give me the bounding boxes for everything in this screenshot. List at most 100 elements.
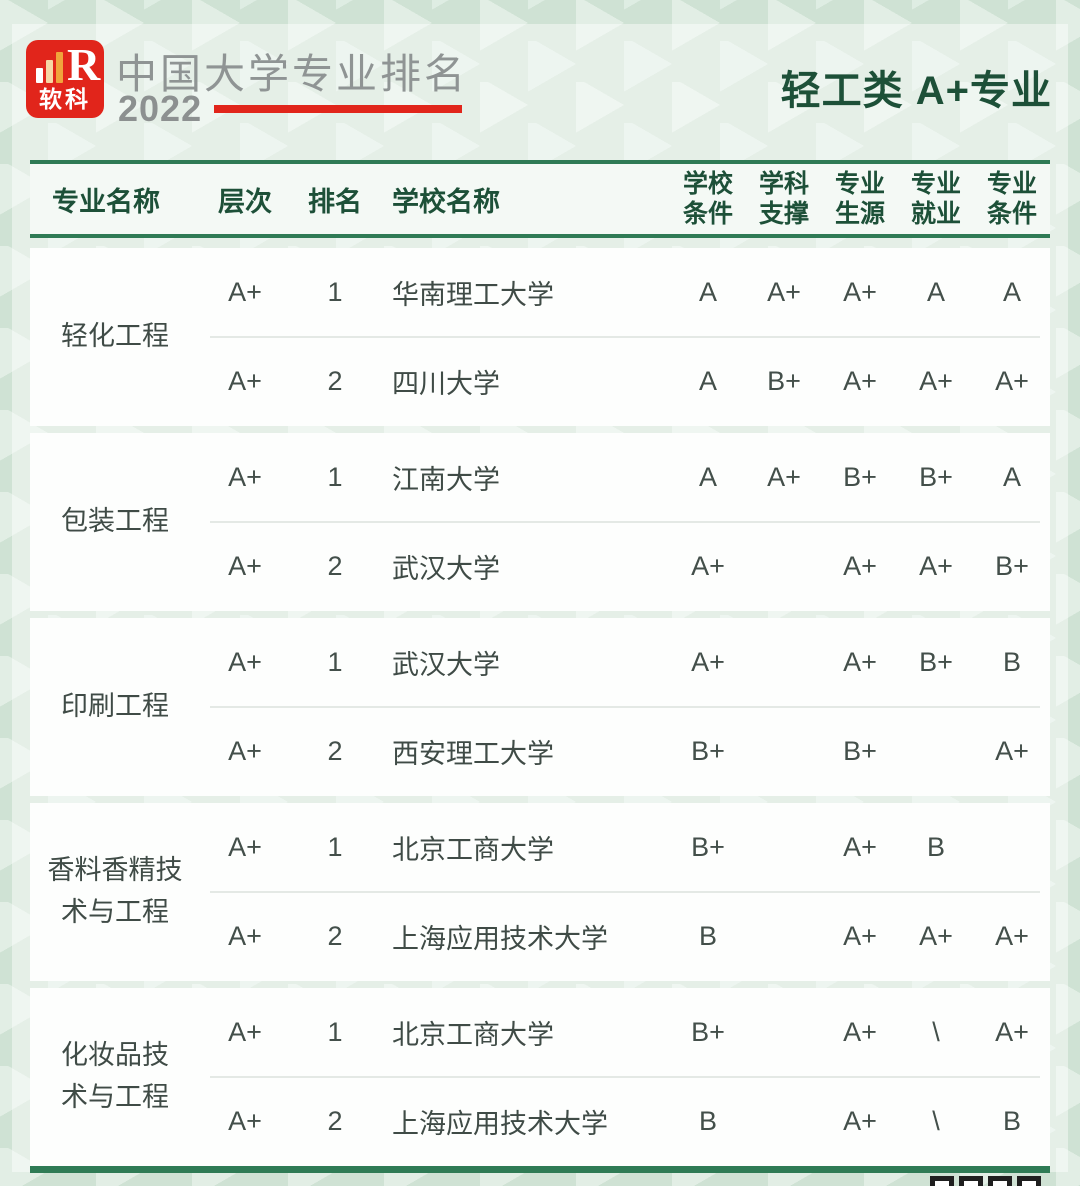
school-name-cell: 江南大学 bbox=[392, 465, 500, 495]
logo-r-letter: R bbox=[67, 39, 101, 90]
grade-cell-3: A bbox=[926, 277, 945, 307]
grade-cell-2: A+ bbox=[843, 1106, 877, 1136]
grade-header-line1: 专业 bbox=[986, 170, 1037, 198]
major-group-card: 轻化工程 A+ 1 华南理工大学 A A+ A+ A A A+ 2 四川大学 A B+ A+ A+ A+ bbox=[30, 248, 1050, 426]
level-cell: A+ bbox=[228, 647, 262, 677]
grade-header-line2: 生源 bbox=[834, 200, 885, 228]
table-row: A+ 2 上海应用技术大学 B A+ \ B bbox=[200, 1077, 1050, 1166]
school-name-cell: 上海应用技术大学 bbox=[392, 1109, 608, 1139]
page-title: 中国大学专业排名 bbox=[116, 51, 468, 97]
grade-cell-0: B bbox=[698, 1106, 717, 1136]
grade-cell-1: B+ bbox=[767, 366, 801, 396]
grade-cell-1: A+ bbox=[767, 277, 801, 307]
major-name: 印刷工程 bbox=[61, 691, 169, 722]
school-name-cell: 上海应用技术大学 bbox=[392, 924, 608, 954]
table-row: A+ 1 江南大学 A A+ B+ B+ A bbox=[200, 433, 1050, 522]
rank-cell: 1 bbox=[327, 1017, 343, 1047]
grade-cell-3: A+ bbox=[919, 551, 953, 581]
grade-cell-0: A bbox=[698, 277, 717, 307]
table-row: A+ 1 华南理工大学 A A+ A+ A A bbox=[200, 248, 1050, 337]
rank-cell: 2 bbox=[327, 366, 343, 396]
rank-cell: 2 bbox=[327, 551, 343, 581]
school-name-cell: 华南理工大学 bbox=[392, 280, 554, 310]
school-name-cell: 北京工商大学 bbox=[392, 835, 554, 865]
table-body: 轻化工程 A+ 1 华南理工大学 A A+ A+ A A A+ 2 四川大学 A B+ A+ A+ A+ 包装工程… bbox=[30, 248, 1050, 1166]
rank-cell: 2 bbox=[327, 1106, 343, 1136]
grade-cell-2: A+ bbox=[843, 366, 877, 396]
grade-column-header-4: 专业 条件 bbox=[974, 169, 1050, 229]
row-divider bbox=[210, 336, 1040, 338]
grade-cell-2: A+ bbox=[843, 647, 877, 677]
major-name: 化妆品技术与工程 bbox=[61, 1040, 169, 1112]
grade-cell-0: A bbox=[698, 366, 717, 396]
level-cell: A+ bbox=[228, 1106, 262, 1136]
red-divider-line bbox=[214, 105, 463, 113]
grade-cell-4: B+ bbox=[995, 551, 1029, 581]
grade-header-line1: 专业 bbox=[834, 170, 885, 198]
grade-cell-1: A+ bbox=[767, 462, 801, 492]
major-group-card: 印刷工程 A+ 1 武汉大学 A+ A+ B+ B A+ 2 西安理工大学 B+ B+ A+ bbox=[30, 618, 1050, 796]
category-title: 轻工类 A+专业 bbox=[780, 69, 1052, 113]
ranking-table: 专业名称 层次 排名 学校名称 学校 条件 学科 支撑 专业 生源 专业 就业 专业 条件 轻化工程 A+ 1… bbox=[30, 160, 1050, 1173]
grade-cell-0: B+ bbox=[691, 832, 725, 862]
grade-header-line1: 学科 bbox=[758, 170, 809, 198]
row-divider bbox=[210, 706, 1040, 708]
grade-cell-0: B+ bbox=[691, 1017, 725, 1047]
year-label: 2022 bbox=[118, 88, 203, 129]
column-header-3: 学校名称 bbox=[392, 186, 500, 217]
major-group-card: 化妆品技术与工程 A+ 1 北京工商大学 B+ A+ \ A+ A+ 2 上海应用技术大学 B A+ \ B bbox=[30, 988, 1050, 1166]
grade-header-line2: 就业 bbox=[910, 200, 961, 228]
watermark-glyph bbox=[959, 1176, 983, 1186]
rank-cell: 1 bbox=[327, 647, 343, 677]
column-header-0: 专业名称 bbox=[52, 186, 160, 217]
grade-cell-0: A bbox=[698, 462, 717, 492]
school-name-cell: 四川大学 bbox=[392, 369, 500, 399]
grade-header-line2: 支撑 bbox=[758, 200, 809, 228]
row-divider bbox=[210, 891, 1040, 893]
ruanke-logo: R 软科 bbox=[26, 39, 104, 118]
grade-cell-4: A+ bbox=[995, 366, 1029, 396]
watermark-glyph bbox=[988, 1176, 1012, 1186]
grade-header-line2: 条件 bbox=[682, 200, 733, 228]
grade-cell-3: A+ bbox=[919, 921, 953, 951]
major-group-card: 香料香精技术与工程 A+ 1 北京工商大学 B+ A+ B A+ 2 上海应用技术大学 B A+ A+ A… bbox=[30, 803, 1050, 981]
major-group-card: 包装工程 A+ 1 江南大学 A A+ B+ B+ A A+ 2 武汉大学 A+ A+ A+ B+ bbox=[30, 433, 1050, 611]
grade-column-header-3: 专业 就业 bbox=[898, 169, 974, 229]
grade-cell-3: B+ bbox=[919, 462, 953, 492]
grade-header-line1: 学校 bbox=[682, 170, 733, 198]
major-name: 轻化工程 bbox=[61, 321, 169, 352]
grade-cell-0: A+ bbox=[691, 551, 725, 581]
grade-cell-4: B bbox=[1002, 1106, 1021, 1136]
column-header-1: 层次 bbox=[218, 186, 272, 217]
year-row: 2022 bbox=[118, 88, 463, 130]
table-bottom-border bbox=[30, 1166, 1050, 1173]
level-cell: A+ bbox=[228, 832, 262, 862]
grade-cell-2: A+ bbox=[843, 921, 877, 951]
column-header-2: 排名 bbox=[308, 186, 362, 217]
grade-cell-0: B bbox=[698, 921, 717, 951]
grade-column-header-2: 专业 生源 bbox=[822, 169, 898, 229]
level-cell: A+ bbox=[228, 921, 262, 951]
level-cell: A+ bbox=[228, 1017, 262, 1047]
level-cell: A+ bbox=[228, 277, 262, 307]
grade-cell-4: A+ bbox=[995, 736, 1029, 766]
grade-cell-4: A+ bbox=[995, 1017, 1029, 1047]
table-row: A+ 1 武汉大学 A+ A+ B+ B bbox=[200, 618, 1050, 707]
rank-cell: 1 bbox=[327, 832, 343, 862]
grade-cell-3: B+ bbox=[919, 647, 953, 677]
table-header-row: 专业名称 层次 排名 学校名称 学校 条件 学科 支撑 专业 生源 专业 就业 专业 条件 bbox=[30, 160, 1050, 238]
grade-column-header-0: 学校 条件 bbox=[670, 169, 746, 229]
table-row: A+ 2 四川大学 A B+ A+ A+ A+ bbox=[200, 337, 1050, 426]
level-cell: A+ bbox=[228, 736, 262, 766]
major-name: 香料香精技术与工程 bbox=[47, 855, 183, 927]
grade-cell-2: B+ bbox=[843, 736, 877, 766]
bar-chart-icon bbox=[36, 52, 63, 83]
grade-column-header-1: 学科 支撑 bbox=[746, 169, 822, 229]
school-name-cell: 武汉大学 bbox=[392, 554, 500, 584]
level-cell: A+ bbox=[228, 462, 262, 492]
rank-cell: 1 bbox=[327, 277, 343, 307]
grade-cell-3: \ bbox=[932, 1106, 940, 1136]
grade-cell-2: A+ bbox=[843, 832, 877, 862]
level-cell: A+ bbox=[228, 366, 262, 396]
